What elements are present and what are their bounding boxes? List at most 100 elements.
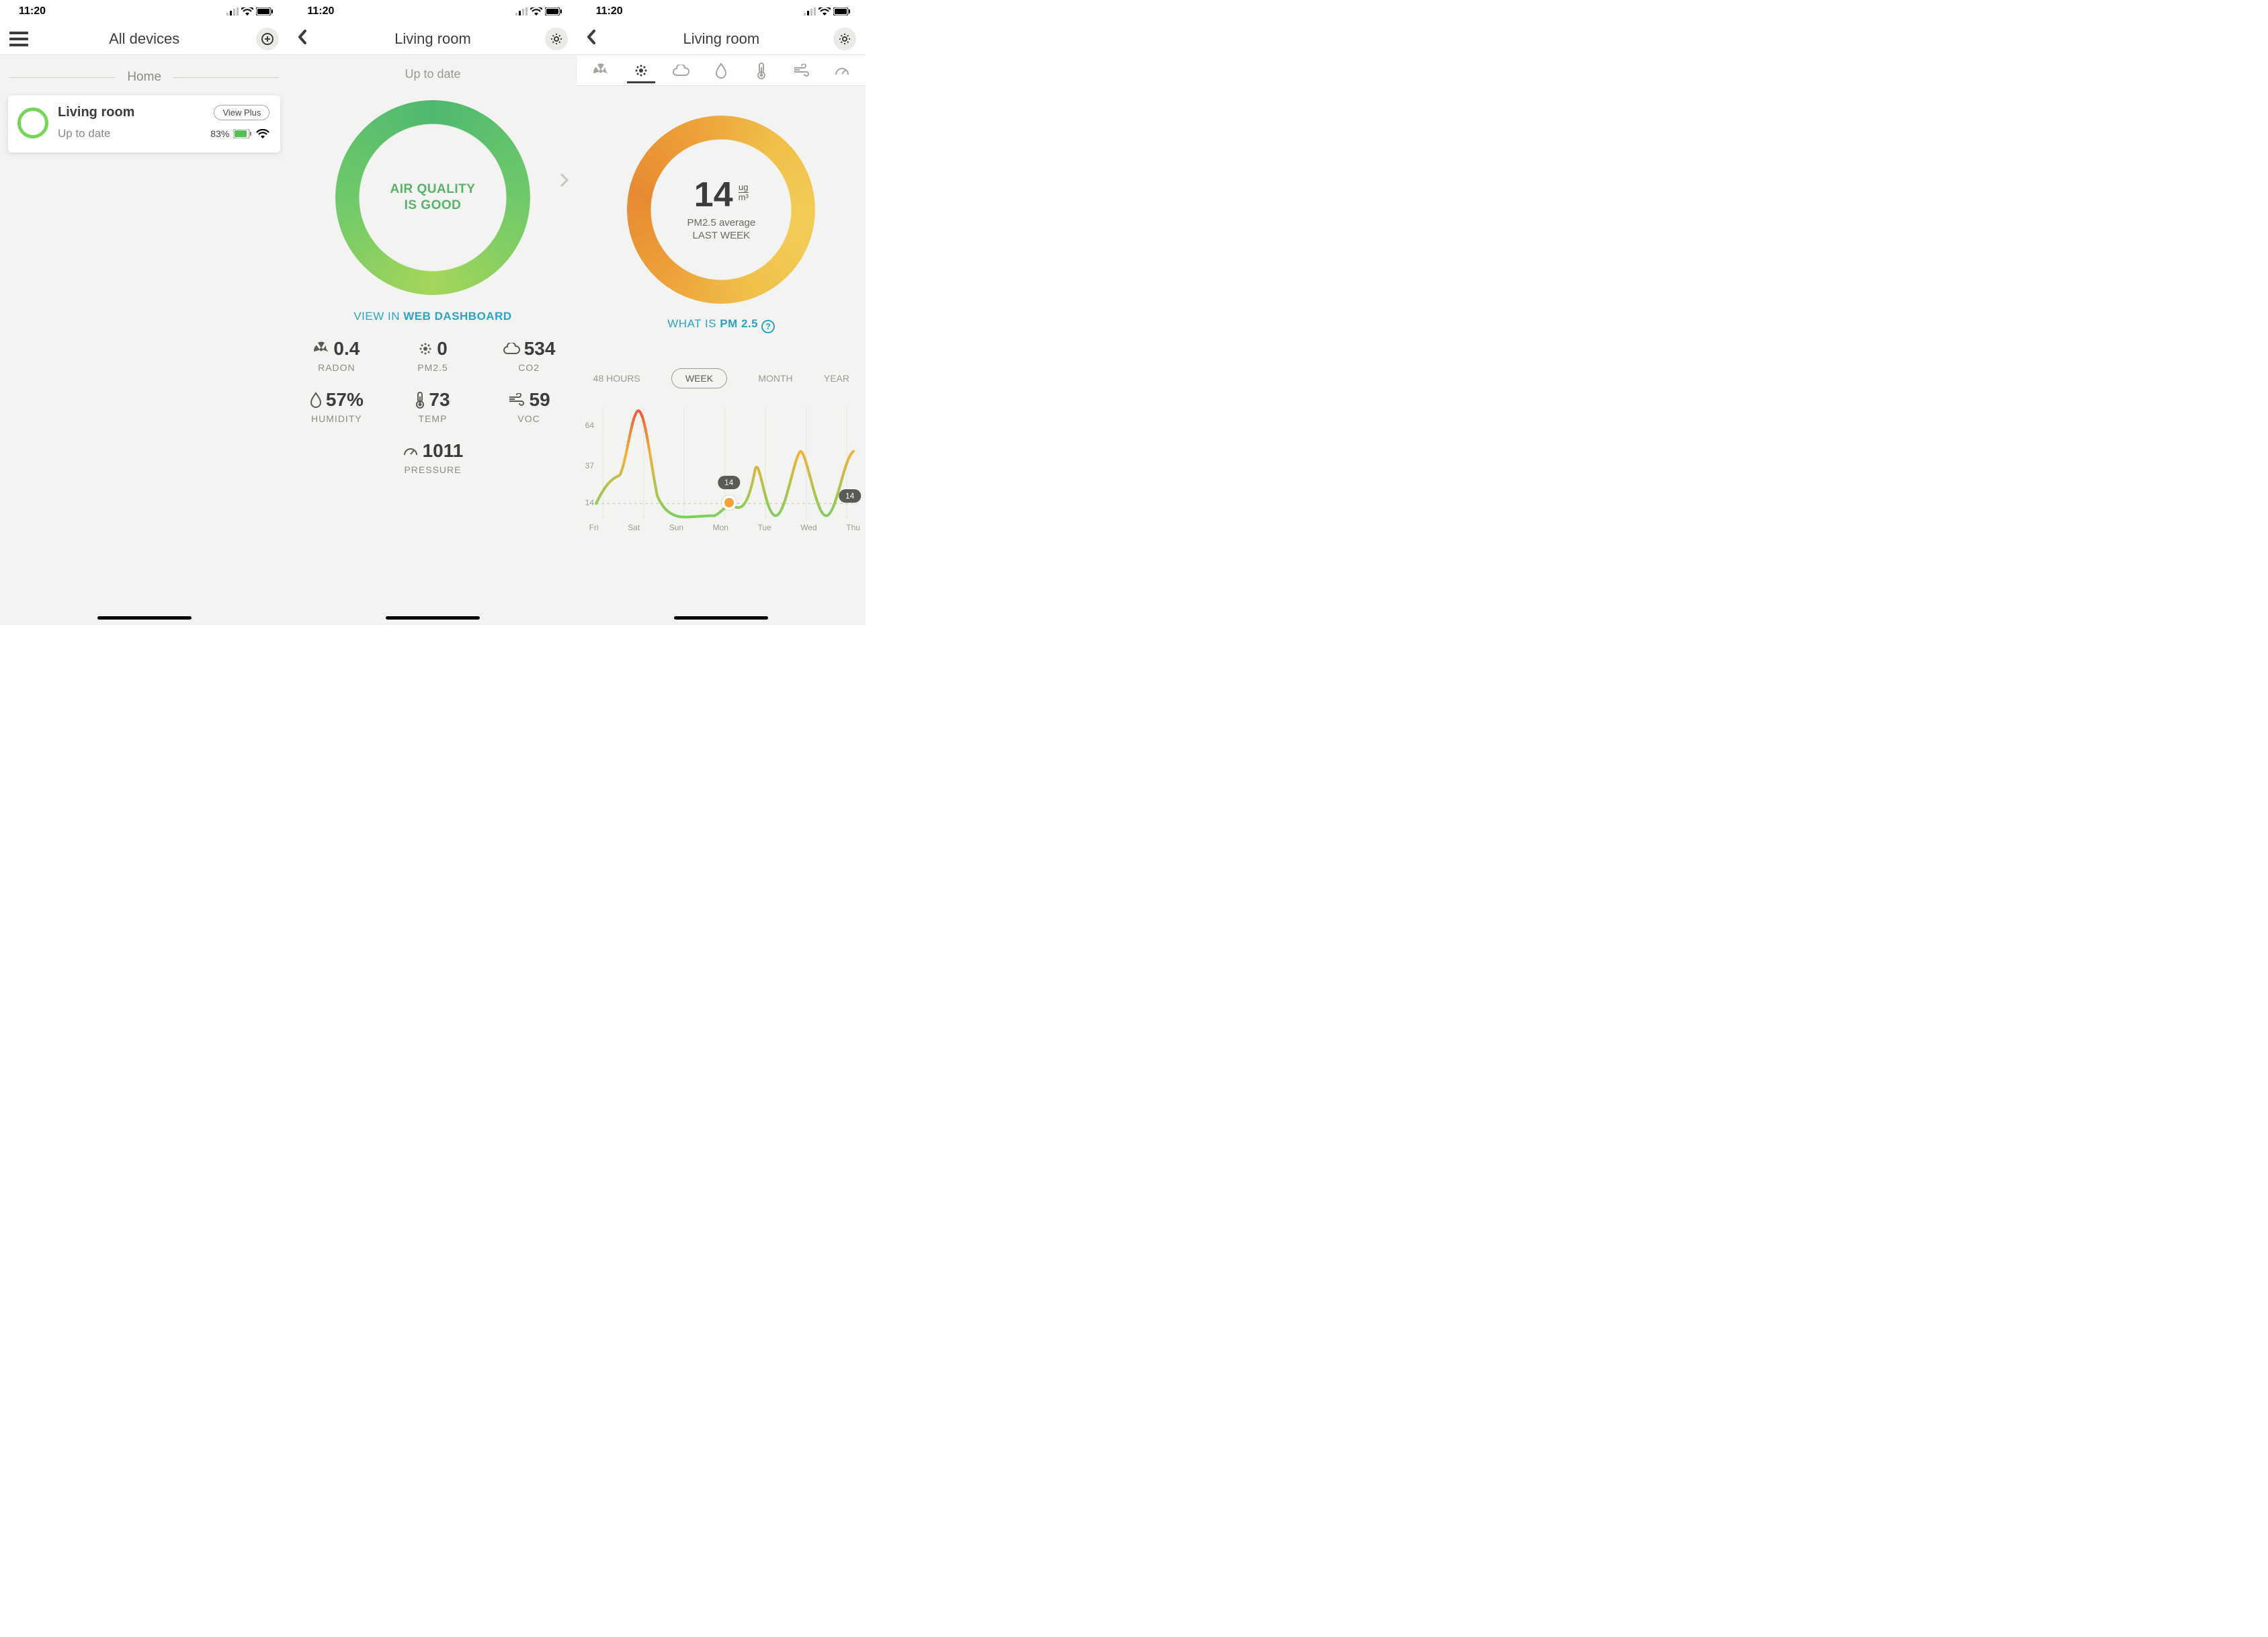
xlabel-mon: Mon <box>713 523 728 532</box>
chart-svg <box>583 401 860 543</box>
sensor-tabs <box>577 55 866 86</box>
chart-tooltip: 14 <box>718 476 740 489</box>
ring-line1: AIR QUALITY <box>390 182 476 197</box>
thermometer-icon <box>415 391 425 409</box>
range-week[interactable]: WEEK <box>671 368 727 388</box>
tab-co2[interactable] <box>669 58 692 83</box>
back-button[interactable] <box>298 30 307 44</box>
metric-humidity-value: 57% <box>326 389 364 411</box>
back-button[interactable] <box>587 30 596 44</box>
metric-co2-label: CO2 <box>481 362 577 373</box>
metric-humidity-label: HUMIDITY <box>288 413 384 424</box>
metric-radon[interactable]: 0.4 RADON <box>288 338 384 373</box>
cellular-icon <box>226 7 239 15</box>
metric-humidity[interactable]: 57% HUMIDITY <box>288 389 384 424</box>
metric-pressure-value: 1011 <box>423 440 464 462</box>
battery-status-icon <box>545 7 562 15</box>
gear-icon <box>838 32 851 46</box>
metric-co2[interactable]: 534 CO2 <box>481 338 577 373</box>
view-dashboard-link[interactable]: VIEW IN WEB DASHBOARD <box>288 310 577 323</box>
metric-voc[interactable]: 59 VOC <box>481 389 577 424</box>
range-year[interactable]: YEAR <box>824 373 849 384</box>
page-title: All devices <box>0 30 288 48</box>
battery-status-icon <box>256 7 274 15</box>
droplet-icon <box>310 392 322 408</box>
metric-temp[interactable]: 73 TEMP <box>384 389 480 424</box>
wifi-icon <box>241 7 253 15</box>
wifi-icon <box>256 129 269 138</box>
tab-humidity[interactable] <box>710 58 732 83</box>
radon-icon <box>313 341 329 356</box>
pm25-value: 14 <box>694 177 733 212</box>
device-status-text: Up to date <box>58 127 110 140</box>
xlabel-tue: Tue <box>758 523 771 532</box>
range-48hours[interactable]: 48 HOURS <box>593 373 640 384</box>
tab-pressure[interactable] <box>831 58 853 83</box>
gauge-icon <box>834 65 850 77</box>
metric-temp-value: 73 <box>429 389 450 411</box>
home-indicator <box>386 616 480 620</box>
device-card-living-room[interactable]: Living room View Plus Up to date 83% <box>8 95 280 153</box>
chart-end-tooltip: 14 <box>839 489 861 503</box>
metric-co2-value: 534 <box>524 338 556 360</box>
chart-x-labels: Fri Sat Sun Mon Tue Wed Thu <box>589 523 860 532</box>
range-month[interactable]: MONTH <box>758 373 792 384</box>
device-model-badge[interactable]: View Plus <box>214 105 269 120</box>
add-device-button[interactable] <box>256 28 279 50</box>
whatis-bold: PM 2.5 <box>720 317 758 330</box>
pm25-unit-num: ug <box>739 183 748 192</box>
air-quality-ring[interactable]: AIR QUALITY IS GOOD <box>335 100 530 295</box>
device-status-ring <box>17 108 48 138</box>
help-icon: ? <box>761 320 775 333</box>
wifi-icon <box>530 7 542 15</box>
pm25-chart[interactable]: 64 37 14 <box>583 401 860 542</box>
whatis-prefix: WHAT IS <box>667 317 720 330</box>
navbar: Living room <box>577 23 866 55</box>
status-indicators <box>515 7 562 15</box>
device-battery-pct: 83% <box>210 128 229 139</box>
tab-temp[interactable] <box>750 58 773 83</box>
xlabel-sat: Sat <box>628 523 640 532</box>
metric-pressure-label: PRESSURE <box>288 464 577 475</box>
battery-icon <box>233 129 252 138</box>
particulate-icon <box>418 341 433 356</box>
settings-button[interactable] <box>545 28 568 50</box>
thermometer-icon <box>757 62 766 79</box>
page-title: Living room <box>288 30 577 48</box>
cellular-icon <box>804 7 816 15</box>
section-label: Home <box>115 70 173 85</box>
tab-voc[interactable] <box>790 58 813 83</box>
menu-button[interactable] <box>9 32 28 46</box>
chart-marker[interactable] <box>722 495 737 510</box>
device-name: Living room <box>58 105 134 120</box>
particulate-icon <box>634 63 648 78</box>
tab-radon[interactable] <box>589 58 612 83</box>
navbar: All devices <box>0 23 288 55</box>
what-is-link[interactable]: WHAT IS PM 2.5 ? <box>577 317 866 333</box>
metric-voc-label: VOC <box>481 413 577 424</box>
xlabel-fri: Fri <box>589 523 599 532</box>
gear-icon <box>550 32 563 46</box>
pane-room-overview: 11:20 Living room Up to date AIR QUALITY… <box>288 0 577 625</box>
chevron-right-icon[interactable] <box>560 173 569 187</box>
metric-pressure[interactable]: 1011 PRESSURE <box>288 440 577 475</box>
pm25-sub-line2: LAST WEEK <box>693 230 751 241</box>
metric-radon-value: 0.4 <box>333 338 360 360</box>
status-time: 11:20 <box>19 5 46 17</box>
status-bar: 11:20 <box>0 0 288 23</box>
metric-pm25[interactable]: 0 PM2.5 <box>384 338 480 373</box>
cloud-icon <box>503 343 520 355</box>
xlabel-wed: Wed <box>800 523 816 532</box>
metrics-grid: 0.4 RADON 0 PM2.5 534 CO2 57% HUMIDITY <box>288 338 577 475</box>
tab-pm25[interactable] <box>630 58 653 83</box>
dashboard-prefix: VIEW IN <box>353 310 403 323</box>
radon-icon <box>593 63 609 78</box>
sync-status: Up to date <box>288 67 577 81</box>
status-indicators <box>226 7 274 15</box>
status-time: 11:20 <box>596 5 623 17</box>
settings-button[interactable] <box>833 28 856 50</box>
metric-voc-value: 59 <box>530 389 550 411</box>
metric-pm25-value: 0 <box>437 338 448 360</box>
metric-pm25-label: PM2.5 <box>384 362 480 373</box>
dashboard-bold: WEB DASHBOARD <box>403 310 511 323</box>
